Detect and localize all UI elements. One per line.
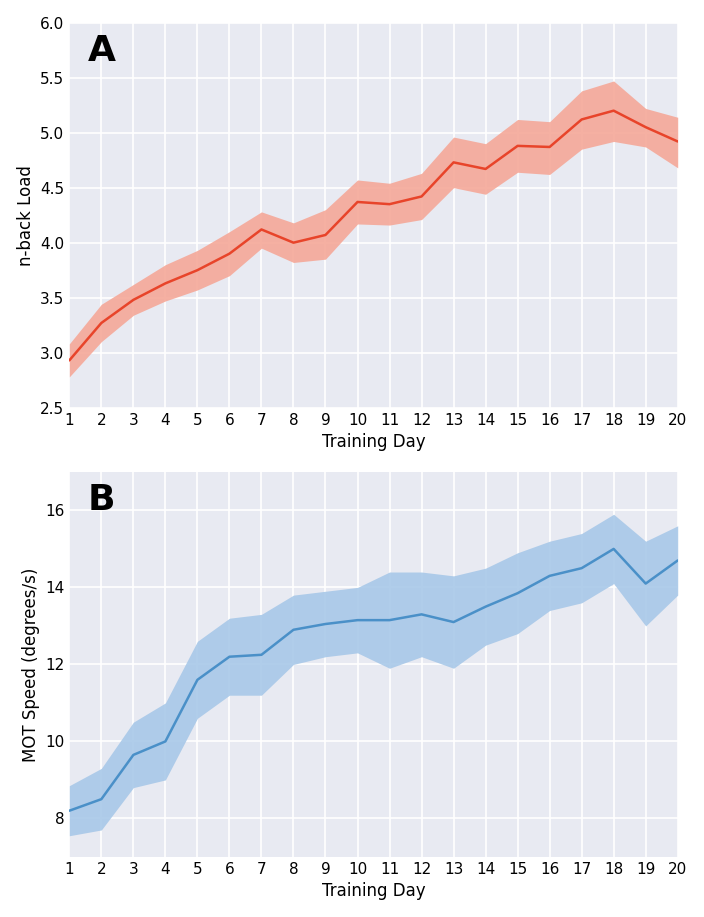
Y-axis label: MOT Speed (degrees/s): MOT Speed (degrees/s) [22,568,39,762]
X-axis label: Training Day: Training Day [322,882,425,900]
Y-axis label: n-back Load: n-back Load [17,165,34,266]
X-axis label: Training Day: Training Day [322,433,425,451]
Text: A: A [87,34,115,68]
Text: B: B [87,483,115,517]
